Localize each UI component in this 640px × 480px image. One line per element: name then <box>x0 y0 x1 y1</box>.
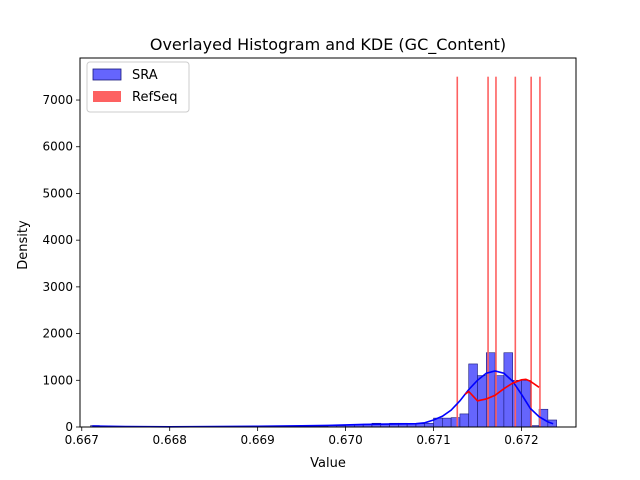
refseq-bar <box>530 76 532 428</box>
sra-kde-line <box>92 370 554 428</box>
legend-label-refseq: RefSeq <box>132 90 178 105</box>
refseq-kde-line <box>464 378 540 402</box>
x-axis-label: Value <box>310 456 346 471</box>
y-tick-label: 2000 <box>42 327 73 341</box>
sra-bar <box>442 417 452 428</box>
legend-label-sra: SRA <box>132 68 158 83</box>
sra-bar <box>503 352 513 428</box>
x-tick-label: 0.671 <box>416 433 450 447</box>
legend-swatch-sra <box>92 68 122 81</box>
y-tick-label: 7000 <box>42 93 73 107</box>
x-tick-label: 0.670 <box>328 433 362 447</box>
sra-bar <box>459 413 470 428</box>
axes-frame <box>79 57 577 428</box>
sra-bar <box>424 422 434 428</box>
y-tick-label: 0 <box>65 420 73 434</box>
legend: SRA RefSeq <box>86 61 190 113</box>
refseq-bar <box>456 76 459 428</box>
y-axis: 0 1000 2000 3000 4000 5000 6000 7000 <box>42 93 80 434</box>
sra-bar <box>521 379 531 428</box>
x-tick-label: 0.669 <box>240 433 274 447</box>
refseq-bar <box>487 76 489 428</box>
y-tick-label: 6000 <box>42 140 73 154</box>
x-axis: 0.667 0.668 0.669 0.670 0.671 0.672 <box>65 427 539 447</box>
x-tick-label: 0.667 <box>65 433 99 447</box>
x-tick-label: 0.672 <box>504 433 538 447</box>
y-axis-label: Density <box>16 220 31 270</box>
y-tick-label: 3000 <box>42 280 73 294</box>
legend-swatch-refseq <box>93 91 121 102</box>
x-tick-label: 0.668 <box>153 433 187 447</box>
chart-title: Overlayed Histogram and KDE (GC_Content) <box>150 35 506 55</box>
y-tick-label: 5000 <box>42 186 73 200</box>
sra-bar <box>450 417 461 428</box>
refseq-histogram <box>456 76 541 428</box>
refseq-bar <box>514 76 517 428</box>
refseq-bar <box>495 76 497 428</box>
y-tick-label: 4000 <box>42 233 73 247</box>
refseq-bar <box>539 76 541 428</box>
y-tick-label: 1000 <box>42 373 73 387</box>
